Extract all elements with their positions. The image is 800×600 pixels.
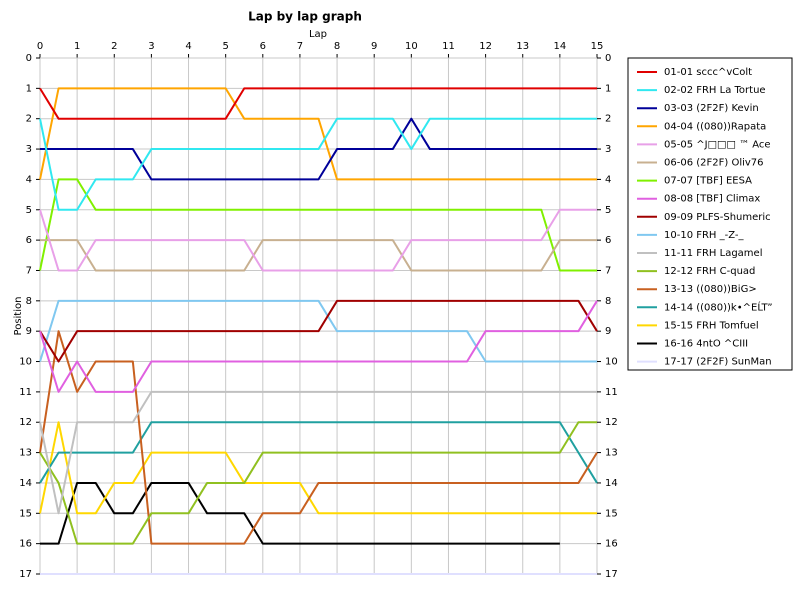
x-axis-label: Lap <box>309 29 327 40</box>
y-axis-label: Position <box>13 297 24 336</box>
legend-label: 17-17 (2F2F) SunMan <box>664 357 772 368</box>
series-line <box>39 390 597 515</box>
series-line <box>39 87 597 120</box>
legend-label: 04-04 ((080))Rapata <box>664 121 766 132</box>
series-line <box>39 178 597 272</box>
x-tick-label: 0 <box>37 41 43 52</box>
legend-label: 05-05 ^J□□□ ™ Ace <box>664 139 771 150</box>
y-tick-label-right: 6 <box>605 235 611 246</box>
legend-label: 11-11 FRH Lagamel <box>664 248 762 259</box>
y-tick-label: 5 <box>26 205 32 216</box>
y-tick-label: 0 <box>26 53 32 64</box>
legend-label: 10-10 FRH _-Z-_ <box>664 230 745 241</box>
series-line <box>39 330 598 545</box>
series-line <box>39 300 598 393</box>
y-tick-label-right: 12 <box>605 417 618 428</box>
y-tick-label: 8 <box>26 296 32 307</box>
series-line <box>39 87 597 181</box>
x-tick-label: 4 <box>185 41 191 52</box>
legend-label: 14-14 ((080))k•^EĹT” <box>664 300 773 313</box>
x-tick-label: 2 <box>111 41 117 52</box>
series-line <box>39 421 597 545</box>
series-line <box>40 117 597 181</box>
legend-label: 01-01 sccc^vColt <box>664 67 752 78</box>
y-tick-label: 17 <box>19 569 32 580</box>
y-tick-label-right: 17 <box>605 569 618 580</box>
y-tick-label-right: 14 <box>605 478 618 489</box>
y-tick-label: 6 <box>26 235 32 246</box>
legend-label: 08-08 [TBF] Climax <box>664 194 760 205</box>
x-tick-label: 9 <box>371 41 377 52</box>
y-tick-label-right: 8 <box>605 296 611 307</box>
y-tick-label: 11 <box>19 387 32 398</box>
y-tick-label-right: 3 <box>605 144 611 155</box>
y-tick-label-right: 7 <box>605 265 611 276</box>
y-tick-label-right: 16 <box>605 539 618 550</box>
y-tick-label: 2 <box>26 114 32 125</box>
y-tick-label: 7 <box>26 265 32 276</box>
y-tick-label: 4 <box>26 174 32 185</box>
legend-box <box>627 57 793 371</box>
legend-label: 12-12 FRH C-quad <box>664 266 755 277</box>
y-tick-label: 14 <box>19 478 32 489</box>
y-tick-label-right: 13 <box>605 448 618 459</box>
legend-label: 13-13 ((080))BiG> <box>664 284 757 295</box>
y-tick-label-right: 1 <box>605 83 611 94</box>
x-tick-label: 11 <box>442 41 455 52</box>
y-tick-label-right: 11 <box>605 387 618 398</box>
series-line <box>40 239 597 272</box>
y-tick-label: 13 <box>19 448 32 459</box>
x-tick-label: 15 <box>591 41 604 52</box>
y-tick-label-right: 15 <box>605 508 618 519</box>
x-tick-label: 6 <box>260 41 266 52</box>
x-tick-label: 8 <box>334 41 340 52</box>
y-tick-label-right: 10 <box>605 357 618 368</box>
y-tick-label: 9 <box>26 326 32 337</box>
x-tick-label: 13 <box>516 41 529 52</box>
legend-label: 16-16 4ntO ^CIII <box>664 339 748 350</box>
series-line <box>39 117 597 211</box>
x-tick-label: 7 <box>297 41 303 52</box>
x-tick-label: 10 <box>405 41 418 52</box>
legend-label: 07-07 [TBF] EESA <box>664 176 752 187</box>
series-line <box>39 299 598 363</box>
series-line <box>39 299 597 363</box>
chart-title: Lap by lap graph <box>248 10 362 24</box>
y-tick-label: 10 <box>19 357 32 368</box>
y-tick-label: 1 <box>26 83 32 94</box>
y-tick-label-right: 0 <box>605 53 611 64</box>
y-tick-label: 12 <box>19 417 32 428</box>
x-tick-label: 14 <box>553 41 566 52</box>
series-line <box>39 421 598 484</box>
series-line <box>39 421 597 515</box>
series-line <box>39 208 597 272</box>
y-tick-label-right: 4 <box>605 174 611 185</box>
y-tick-label-right: 9 <box>605 326 611 337</box>
legend-label: 03-03 (2F2F) Kevin <box>664 103 759 114</box>
y-tick-label: 3 <box>26 144 32 155</box>
legend-label: 06-06 (2F2F) Oliv76 <box>664 158 764 169</box>
y-tick-label: 16 <box>19 539 32 550</box>
plot-area <box>39 57 598 575</box>
y-tick-label-right: 5 <box>605 205 611 216</box>
legend-label: 09-09 PLFS-Shumeric <box>664 212 771 223</box>
y-tick-label-right: 2 <box>605 114 611 125</box>
x-tick-label: 1 <box>74 41 80 52</box>
x-tick-label: 5 <box>222 41 228 52</box>
y-tick-label: 15 <box>19 508 32 519</box>
series-line <box>40 481 560 545</box>
legend-label: 02-02 FRH La Tortue <box>664 85 766 96</box>
legend-label: 15-15 FRH Tomfuel <box>664 320 759 331</box>
x-tick-label: 3 <box>148 41 154 52</box>
x-tick-label: 12 <box>479 41 492 52</box>
